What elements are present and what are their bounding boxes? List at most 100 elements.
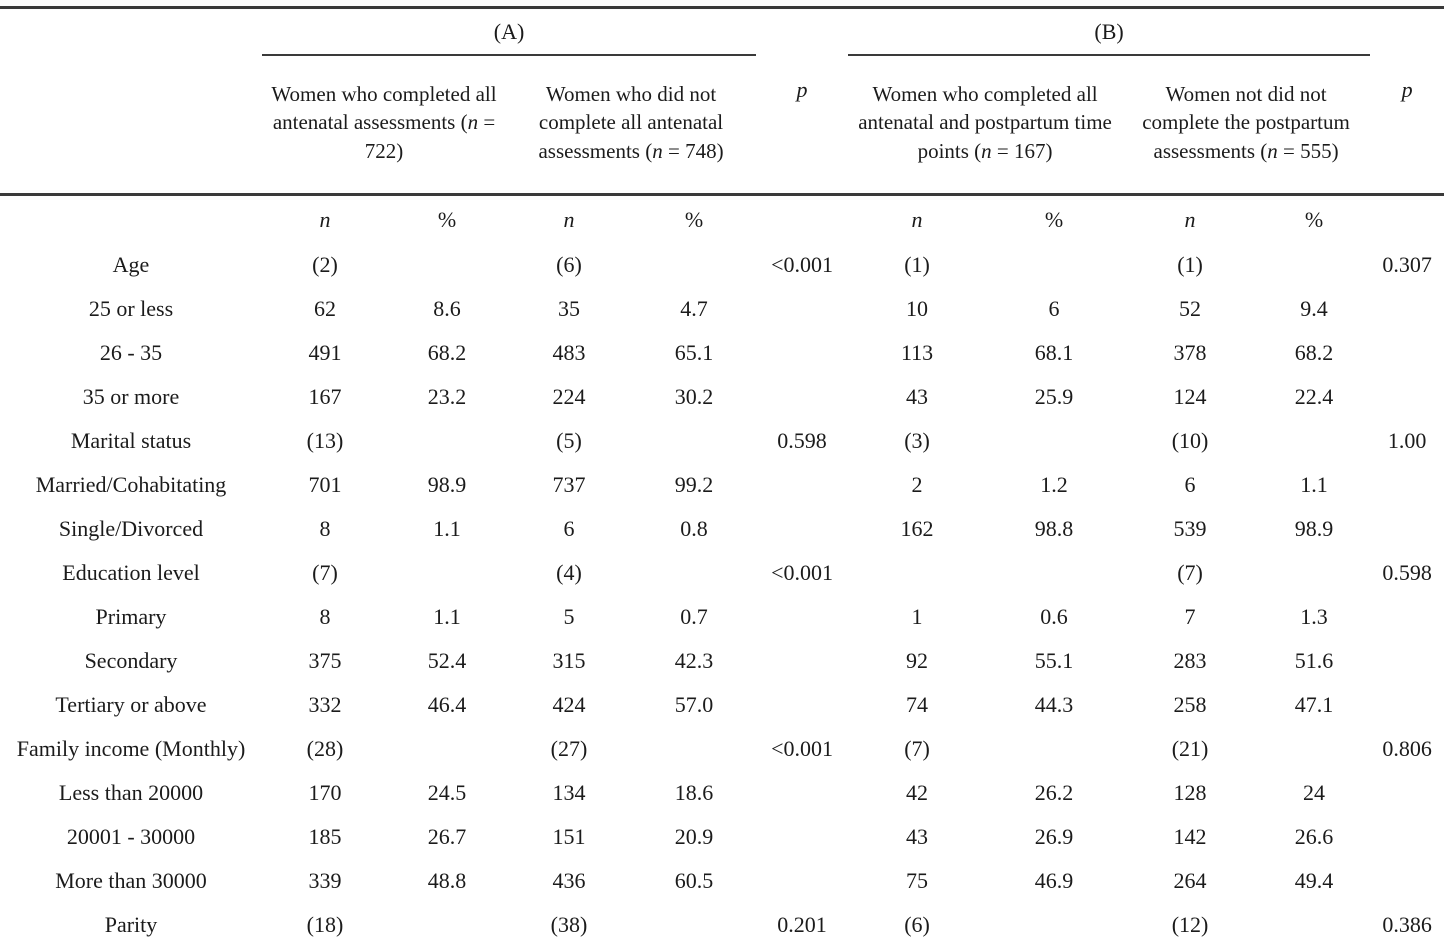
table-row: Single/Divorced 8 1.1 6 0.8 162 98.8 539 98.9 bbox=[0, 507, 1444, 551]
cell: 52 bbox=[1179, 296, 1202, 321]
cell: (12) bbox=[1171, 912, 1209, 937]
cell: (21) bbox=[1171, 736, 1209, 761]
row-label: Marital status bbox=[70, 428, 192, 453]
cell bbox=[1370, 639, 1444, 683]
cell: 26.7 bbox=[427, 824, 467, 849]
cell: 483 bbox=[552, 340, 586, 365]
cell bbox=[756, 771, 848, 815]
cell: (10) bbox=[1171, 428, 1209, 453]
col-header-b2: Women not did not complete the postpartu… bbox=[1122, 55, 1371, 196]
table-row: 25 or less 62 8.6 35 4.7 10 6 52 9.4 bbox=[0, 287, 1444, 331]
cell: 98.9 bbox=[1294, 516, 1334, 541]
cell: 9.4 bbox=[1300, 296, 1328, 321]
cell bbox=[1370, 375, 1444, 419]
cell: (18) bbox=[306, 912, 344, 937]
spacer bbox=[0, 8, 262, 56]
spacer bbox=[756, 8, 848, 56]
demographics-table: (A) (B) Women who completed all antenata… bbox=[0, 6, 1444, 947]
cell: 46.9 bbox=[1034, 868, 1074, 893]
cell: <0.001 bbox=[771, 560, 833, 585]
row-label: Age bbox=[112, 252, 150, 277]
cell: 0.6 bbox=[1040, 604, 1068, 629]
cell: <0.001 bbox=[771, 736, 833, 761]
cell: 47.1 bbox=[1294, 692, 1334, 717]
cell: 26.2 bbox=[1034, 780, 1074, 805]
cell: 46.4 bbox=[427, 692, 467, 717]
cell: 26.9 bbox=[1034, 824, 1074, 849]
cell: 57.0 bbox=[674, 692, 714, 717]
cell: 25.9 bbox=[1034, 384, 1074, 409]
cell bbox=[632, 243, 756, 287]
n-header: n bbox=[563, 206, 575, 232]
row-label: Tertiary or above bbox=[55, 692, 207, 717]
row-label: Single/Divorced bbox=[58, 516, 204, 541]
cell: 170 bbox=[308, 780, 342, 805]
cell bbox=[986, 419, 1122, 463]
cell: 6 bbox=[1048, 296, 1060, 321]
table-row: Tertiary or above 332 46.4 424 57.0 74 44.3 258… bbox=[0, 683, 1444, 727]
cell bbox=[1370, 859, 1444, 903]
cell bbox=[756, 815, 848, 859]
table-row: Parity (18) (38) 0.201 (6) (12) 0.386 bbox=[0, 903, 1444, 947]
cell: 8 bbox=[319, 516, 331, 541]
row-label: Secondary bbox=[84, 648, 178, 673]
cell bbox=[1258, 903, 1370, 947]
cell: 0.201 bbox=[777, 912, 827, 937]
cell: 128 bbox=[1173, 780, 1207, 805]
row-label: More than 30000 bbox=[55, 868, 207, 893]
cell: (38) bbox=[550, 912, 588, 937]
cell: 151 bbox=[552, 824, 586, 849]
cell bbox=[756, 859, 848, 903]
cell bbox=[632, 727, 756, 771]
cell bbox=[848, 551, 986, 595]
cell: 98.8 bbox=[1034, 516, 1074, 541]
p-value-header-a: p bbox=[756, 55, 849, 196]
spacer bbox=[1370, 8, 1444, 56]
cell: (7) bbox=[904, 736, 930, 761]
cell: 185 bbox=[308, 824, 342, 849]
table-row: Married/Cohabitating 701 98.9 737 99.2 2 1.2 6 1… bbox=[0, 463, 1444, 507]
row-label: Married/Cohabitating bbox=[35, 472, 227, 497]
cell: 1.00 bbox=[1387, 428, 1427, 453]
cell bbox=[756, 331, 848, 375]
cell: 0.598 bbox=[1382, 560, 1432, 585]
row-label: 20001 - 30000 bbox=[66, 824, 196, 849]
cell: (4) bbox=[556, 560, 582, 585]
group-b-label: (B) bbox=[848, 7, 1371, 56]
cell: (28) bbox=[306, 736, 344, 761]
cell: 0.307 bbox=[1382, 252, 1432, 277]
cell: (2) bbox=[312, 252, 338, 277]
column-description-row: Women who completed all antenatal assess… bbox=[0, 55, 1444, 196]
cell: 20.9 bbox=[674, 824, 714, 849]
cell: 24.5 bbox=[427, 780, 467, 805]
cell: 113 bbox=[900, 340, 934, 365]
cell: 0.7 bbox=[680, 604, 708, 629]
row-label: 35 or more bbox=[82, 384, 180, 409]
cell: 167 bbox=[308, 384, 342, 409]
row-label: Primary bbox=[95, 604, 167, 629]
table-row: 35 or more 167 23.2 224 30.2 43 25.9 124 22.4 bbox=[0, 375, 1444, 419]
cell bbox=[986, 243, 1122, 287]
cell: 224 bbox=[552, 384, 586, 409]
group-a-label: (A) bbox=[262, 7, 757, 56]
cell bbox=[1370, 331, 1444, 375]
cell: 134 bbox=[552, 780, 586, 805]
cell bbox=[756, 683, 848, 727]
cell: 1.3 bbox=[1300, 604, 1328, 629]
cell: 162 bbox=[900, 516, 934, 541]
cell bbox=[632, 419, 756, 463]
cell: 99.2 bbox=[674, 472, 714, 497]
cell: 491 bbox=[308, 340, 342, 365]
cell: 74 bbox=[906, 692, 929, 717]
cell: 0.598 bbox=[777, 428, 827, 453]
cell: 6 bbox=[563, 516, 575, 541]
cell: 0.806 bbox=[1382, 736, 1432, 761]
cell: 737 bbox=[552, 472, 586, 497]
table-row: Family income (Monthly) (28) (27) <0.001 (7)… bbox=[0, 727, 1444, 771]
cell: 75 bbox=[906, 868, 929, 893]
col-header-b1: Women who completed all antenatal and po… bbox=[848, 55, 1123, 196]
cell: (13) bbox=[306, 428, 344, 453]
cell: 23.2 bbox=[427, 384, 467, 409]
cell bbox=[388, 551, 506, 595]
table-row: 26 - 35 491 68.2 483 65.1 113 68.1 378 68.2 bbox=[0, 331, 1444, 375]
